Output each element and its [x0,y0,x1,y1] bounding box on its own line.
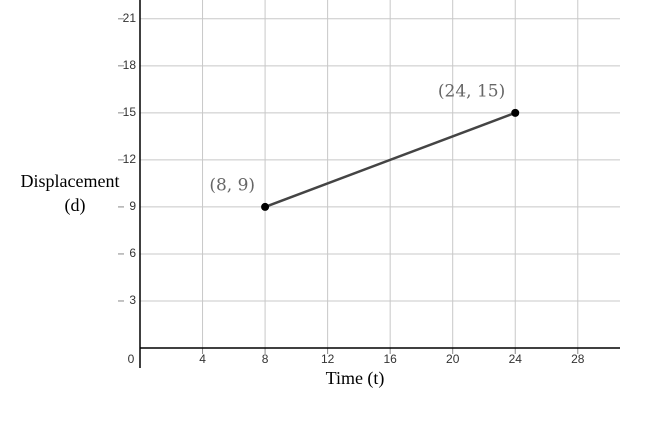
y-tick-label: 3 [129,293,136,307]
x-axis-label: Time (t) [326,368,385,389]
x-tick-label: 8 [262,352,269,366]
y-tick-label: 18 [123,58,137,72]
data-point [511,108,520,117]
x-tick-label: 28 [571,352,585,366]
x-tick-label: 0 [128,352,135,366]
data-label: (8, 9) [209,175,255,195]
y-axis-label: (d) [65,195,86,216]
y-axis-label: Displacement [21,171,120,191]
y-tick-label: 9 [129,199,136,213]
x-tick-label: 4 [199,352,206,366]
x-tick-label: 24 [509,352,523,366]
y-tick-label: 21 [123,11,137,25]
data-line [264,111,516,209]
data-label: (24, 15) [438,81,505,101]
data-point [261,202,270,211]
y-tick-label: 12 [123,152,137,166]
y-tick-label: 15 [123,105,137,119]
x-tick-label: 20 [446,352,460,366]
x-tick-label: 16 [383,352,397,366]
y-tick-label: 6 [129,246,136,260]
x-tick-label: 12 [321,352,335,366]
